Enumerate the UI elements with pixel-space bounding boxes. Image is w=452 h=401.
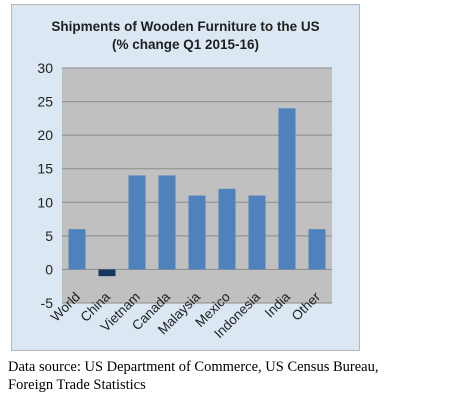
bar-world	[68, 229, 86, 270]
bar-other	[308, 229, 326, 270]
y-tick-label: 10	[37, 194, 53, 210]
chart-title: Shipments of Wooden Furniture to the US …	[11, 18, 360, 54]
y-tick-label: 0	[45, 261, 53, 277]
chart-title-line2: (% change Q1 2015-16)	[111, 37, 260, 52]
caption-line2: Foreign Trade Statistics	[8, 377, 146, 393]
bars	[68, 108, 326, 277]
caption-line1: Data source: US Department of Commerce, …	[8, 359, 379, 375]
bar-mexico	[218, 188, 236, 270]
y-axis-ticks: -5 0 5 10 15 20 25 30	[37, 60, 53, 311]
bar-malaysia	[188, 195, 206, 270]
data-source-caption: Data source: US Department of Commerce, …	[8, 358, 448, 394]
bar-vietnam	[128, 175, 146, 270]
y-tick-label: 5	[45, 228, 53, 244]
bar-indonesia	[248, 195, 266, 270]
y-tick-label: 20	[37, 127, 53, 143]
y-tick-label: 15	[37, 161, 53, 177]
bar-canada	[158, 175, 176, 270]
y-tick-label: 25	[37, 94, 53, 110]
bar-india	[278, 108, 296, 270]
chart-title-line1: Shipments of Wooden Furniture to the US	[51, 19, 320, 34]
bar-china	[98, 269, 116, 277]
y-tick-label: 30	[37, 60, 53, 76]
y-tick-label: -5	[41, 295, 54, 311]
